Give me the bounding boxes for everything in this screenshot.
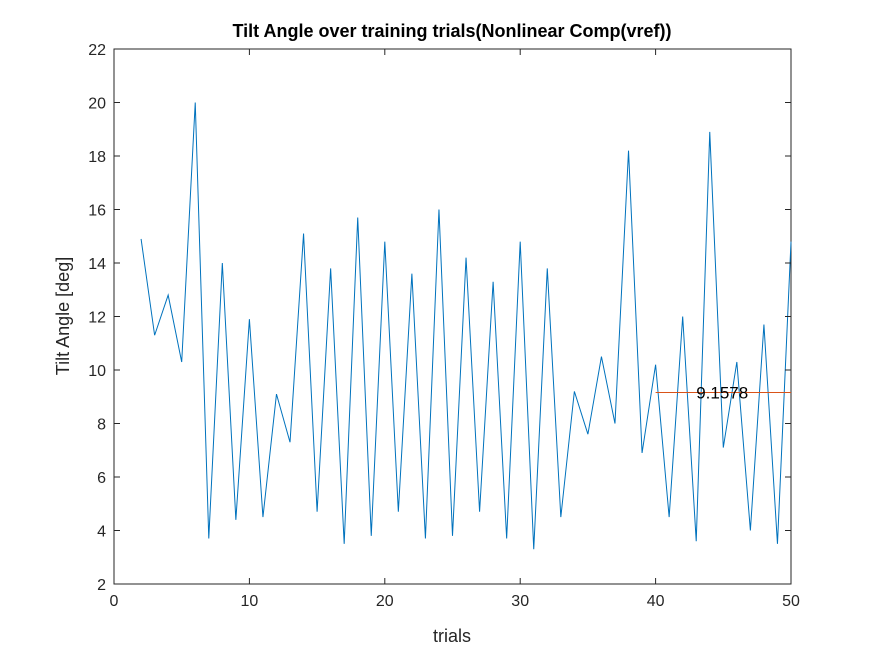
y-tick-label: 6 bbox=[97, 470, 106, 487]
series-line-1 bbox=[140, 102, 792, 550]
y-tick-label: 2 bbox=[97, 577, 106, 594]
y-axis-label: Tilt Angle [deg] bbox=[53, 257, 73, 375]
y-tick-label: 12 bbox=[88, 310, 106, 327]
tick-layer: 0 10 20 30 40 50 2 4 6 8 10 12 14 16 18 20 22 bbox=[88, 42, 800, 610]
chart-title: Tilt Angle over training trials(Nonlinea… bbox=[232, 21, 671, 41]
y-tick-label: 18 bbox=[88, 149, 106, 166]
x-tick-label: 0 bbox=[110, 593, 119, 610]
annotation-layer: 9.1578 bbox=[696, 384, 748, 403]
x-axis-label: trials bbox=[433, 626, 471, 646]
y-tick-label: 14 bbox=[88, 256, 106, 273]
plot-area bbox=[113, 48, 792, 585]
x-tick-label: 50 bbox=[782, 593, 800, 610]
series-layer bbox=[140, 102, 792, 550]
y-tick-label: 20 bbox=[88, 96, 106, 113]
mean-value-label: 9.1578 bbox=[696, 384, 748, 403]
x-tick-label: 30 bbox=[511, 593, 529, 610]
y-tick-label: 4 bbox=[97, 524, 106, 541]
y-tick-label: 16 bbox=[88, 203, 106, 220]
y-tick-label: 22 bbox=[88, 42, 106, 59]
y-tick-label: 8 bbox=[97, 417, 106, 434]
x-tick-label: 40 bbox=[647, 593, 665, 610]
x-tick-label: 20 bbox=[376, 593, 394, 610]
x-tick-label: 10 bbox=[241, 593, 259, 610]
y-tick-label: 10 bbox=[88, 363, 106, 380]
